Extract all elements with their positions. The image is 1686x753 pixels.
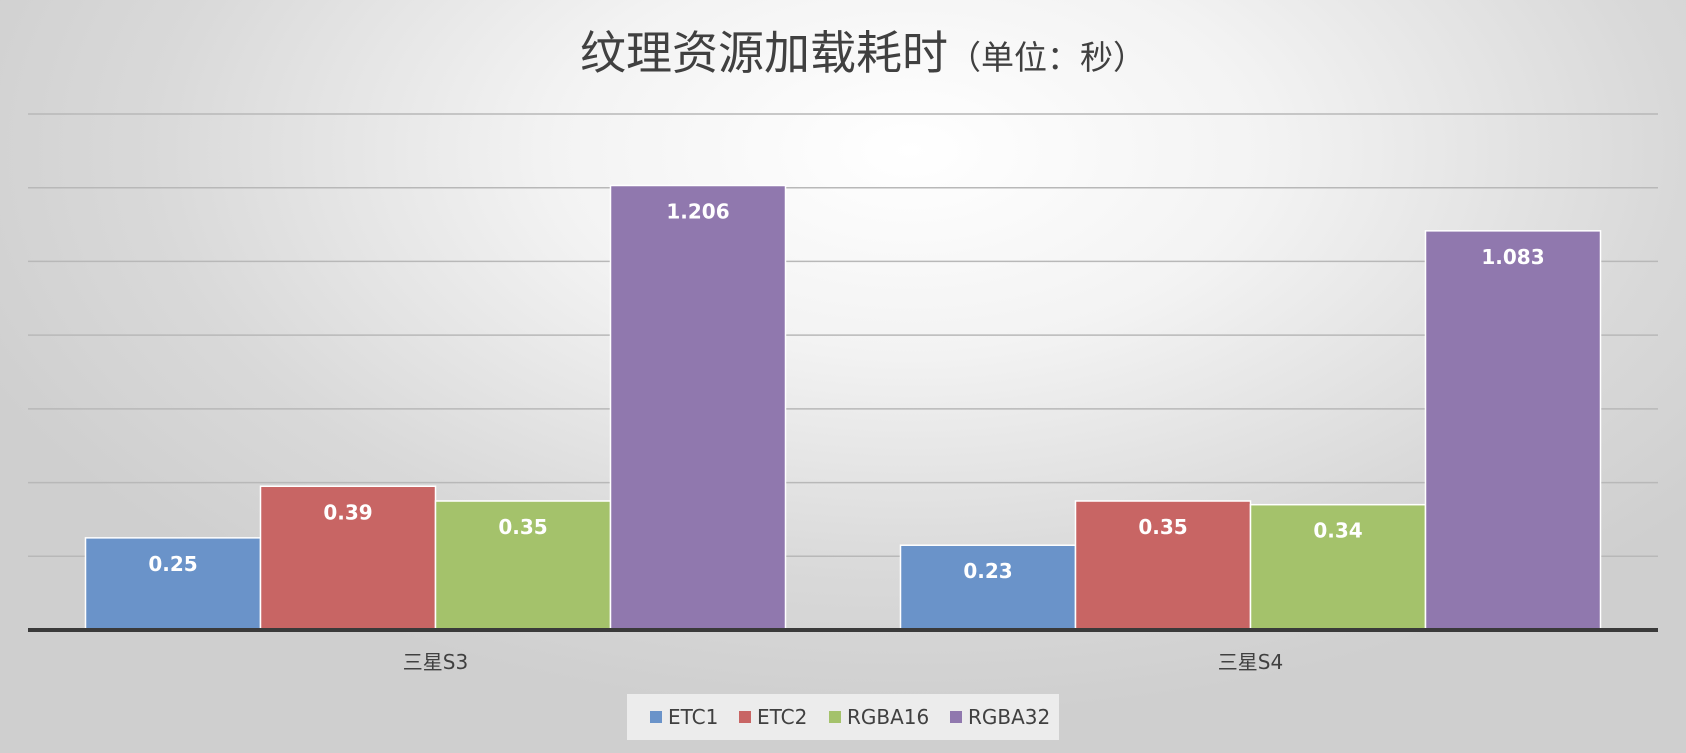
data-label-rgba16-1: 0.35 bbox=[498, 515, 547, 539]
category-label: 三星S3 bbox=[403, 650, 468, 674]
category-label: 三星S4 bbox=[1218, 650, 1283, 674]
bar-etc2-2 bbox=[1074, 500, 1252, 631]
chart-title-main: 纹理资源加载耗时 bbox=[580, 26, 948, 80]
legend-swatch bbox=[650, 711, 662, 723]
data-labels: 0.25 0.39 0.35 1.206 0.23 0.35 0.34 1.083 bbox=[148, 200, 1544, 584]
category-labels: 三星S3 三星S4 bbox=[403, 650, 1283, 674]
data-label-etc2-1: 0.39 bbox=[323, 500, 372, 524]
data-label-rgba32-2: 1.083 bbox=[1481, 245, 1544, 269]
bar-etc1-2 bbox=[899, 544, 1077, 631]
legend-swatch bbox=[739, 711, 751, 723]
gridlines bbox=[28, 113, 1658, 558]
legend-label: RGBA16 bbox=[847, 705, 929, 729]
bar-rgba16-1 bbox=[434, 500, 612, 631]
data-label-etc1-2: 0.23 bbox=[963, 559, 1012, 583]
legend-swatch bbox=[950, 711, 962, 723]
legend-item-rgba16: RGBA16 bbox=[829, 705, 929, 729]
bar-rgba32-2 bbox=[1424, 230, 1602, 631]
legend: ETC1 ETC2 RGBA16 RGBA32 bbox=[627, 694, 1059, 740]
legend-item-etc1: ETC1 bbox=[650, 705, 718, 729]
legend-item-rgba32: RGBA32 bbox=[950, 705, 1050, 729]
data-label-etc2-2: 0.35 bbox=[1138, 515, 1187, 539]
legend-swatch bbox=[829, 711, 841, 723]
legend-box bbox=[627, 694, 1059, 740]
legend-item-etc2: ETC2 bbox=[739, 705, 807, 729]
data-label-etc1-1: 0.25 bbox=[148, 552, 197, 576]
data-label-rgba32-1: 1.206 bbox=[666, 200, 729, 224]
bars bbox=[84, 184, 1602, 631]
legend-label: ETC1 bbox=[668, 705, 718, 729]
chart-title-unit: （单位：秒） bbox=[948, 38, 1146, 77]
legend-label: ETC2 bbox=[757, 705, 807, 729]
bar-rgba32-1 bbox=[609, 184, 787, 631]
bar-rgba16-2 bbox=[1249, 503, 1427, 631]
legend-label: RGBA32 bbox=[968, 705, 1050, 729]
bar-etc2-1 bbox=[259, 485, 437, 631]
data-label-rgba16-2: 0.34 bbox=[1313, 519, 1362, 543]
chart-title: 纹理资源加载耗时（单位：秒） bbox=[580, 26, 1146, 80]
